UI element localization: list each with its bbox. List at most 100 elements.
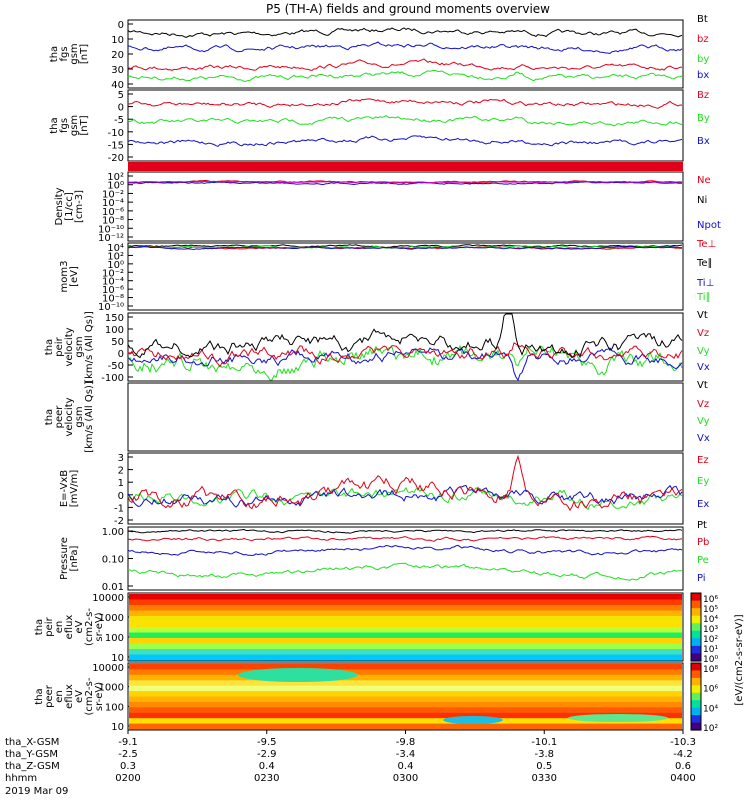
x-tick-label: 0330: [532, 773, 557, 784]
colorbar-segment: [691, 663, 701, 671]
spectrogram-band: [129, 680, 682, 687]
colorbar-segment: [691, 593, 701, 602]
spectrogram-band: [129, 654, 682, 661]
legend-Vx: Vx: [697, 362, 710, 373]
y-axis-label: tha: [34, 688, 45, 704]
x-tick-label: 0.6: [675, 761, 691, 772]
panel-8: 1.00 0.10 0.01 Pressure [nPa] Pt Pb Pe Pi: [59, 520, 709, 593]
y-axis-label: gsm: [74, 406, 85, 427]
y-tick-label: 10⁻⁴: [102, 277, 124, 288]
spectrogram-feature: [443, 716, 503, 724]
y-axis-label: en: [54, 621, 65, 634]
series-line: [127, 342, 683, 368]
legend-Ne: Ne: [697, 175, 711, 186]
spectrogram-band: [129, 685, 682, 692]
legend-By: By: [697, 113, 710, 124]
legend-Te∥: Te∥: [696, 258, 713, 269]
date-label: 2019 Mar 09: [5, 786, 68, 797]
colorbar-segment: [691, 653, 701, 662]
y-tick-label: 10: [111, 653, 124, 664]
spectrogram-band: [129, 599, 682, 606]
y-axis-label: [mV/m]: [69, 470, 80, 508]
y-tick-label: -50: [108, 361, 124, 372]
spectrogram-band: [129, 616, 682, 623]
colorbar-frame: [690, 662, 702, 731]
y-tick-label: 0: [118, 103, 124, 114]
y-axis-label: mom3: [59, 261, 70, 293]
x-axis-row-label: tha_Z-GSM: [5, 761, 60, 772]
y-axis-label: eflux: [64, 684, 75, 709]
y-axis-label: gsm: [69, 115, 80, 136]
y-axis-label: E=-VxB: [59, 470, 70, 507]
y-axis-label: [km/s (All Qs)]: [84, 381, 95, 453]
y-axis-label: peer: [44, 684, 55, 708]
y-axis-label: peer: [54, 405, 65, 429]
colorbar-tick: 10²: [703, 635, 718, 645]
panel-frame: [127, 452, 684, 525]
y-tick-label: 30: [111, 65, 124, 76]
y-axis-label: eV: [74, 620, 85, 633]
y-tick-label: 100: [105, 325, 124, 336]
colorbar-tick: 10²: [703, 724, 718, 734]
y-tick-label: 10⁴: [107, 243, 124, 254]
figure-title: P5 (TH-A) fields and ground moments over…: [266, 2, 550, 16]
y-tick-label: 1: [118, 478, 124, 489]
y-axis-label: [km/s (All Qs)]: [84, 311, 95, 383]
y-tick-label: 10⁻²: [102, 268, 124, 279]
y-tick-label: 40: [111, 80, 124, 91]
spectrogram-band: [129, 723, 682, 730]
series-line: [127, 245, 683, 251]
colorbar-tick: 10³: [703, 625, 718, 635]
legend-Ti∥: Ti∥: [696, 292, 711, 303]
legend-Ni: Ni: [697, 195, 707, 206]
y-tick-label: -100: [101, 373, 124, 384]
spectrogram-band: [129, 610, 682, 617]
x-axis-row-label: hhmm: [5, 773, 37, 784]
y-axis-label: fgs: [59, 46, 70, 61]
x-tick-label: -9.1: [118, 737, 138, 748]
colorbar-tick: 10⁴: [703, 704, 718, 714]
spectrogram-band: [129, 627, 682, 634]
y-axis-label: gsm: [74, 336, 85, 357]
y-tick-label: 50: [111, 337, 124, 348]
y-tick-label: 10⁻⁸: [102, 216, 124, 227]
colorbar-tick: 10⁵: [703, 605, 718, 615]
panel-6: tha peer velocity gsm [km/s (All Qs)] Vt Vz Vy V…: [44, 380, 710, 453]
colorbar-segment: [691, 645, 701, 655]
series-line: [127, 347, 683, 382]
panel-frame: [127, 89, 684, 162]
spectrogram-band: [129, 605, 682, 612]
legend-Pb: Pb: [697, 537, 709, 548]
legend-Ex: Ex: [697, 499, 709, 510]
y-axis-label: [nT]: [79, 115, 90, 135]
y-axis-label: Density: [54, 187, 65, 225]
colorbar-tick: 10⁰: [703, 655, 718, 665]
y-axis-label: [cm-3]: [74, 190, 85, 223]
colorbar-tick: 10⁶: [703, 685, 718, 695]
legend-bz: bz: [697, 34, 709, 45]
y-tick-label: -15: [108, 140, 124, 151]
legend-Vt: Vt: [697, 380, 708, 391]
spectrogram-band: [129, 649, 682, 656]
colorbar-segment: [691, 608, 701, 617]
colorbar-frame: [690, 592, 702, 662]
panel-7: 3 21 0-1 -2 E=-VxB [mV/m] Ez Ey Ex: [59, 452, 709, 527]
colorbar-tick: 10⁸: [703, 665, 718, 675]
legend-Pt: Pt: [697, 520, 707, 531]
legend-Ey: Ey: [697, 476, 709, 487]
y-tick-label: 20: [111, 50, 124, 61]
legend-Vz: Vz: [697, 399, 709, 410]
colorbar-segment: [691, 700, 701, 709]
series-line: [127, 98, 683, 109]
legend-Vy: Vy: [697, 346, 710, 357]
y-tick-label: -5: [114, 115, 124, 126]
colorbar-segment: [691, 692, 701, 701]
y-axis-label: peir: [44, 616, 55, 636]
x-axis-labels: tha_X-GSM -9.1 -9.5 -9.8 -10.1 -10.3 tha_Y-GSM…: [5, 730, 696, 797]
legend-Vz: Vz: [697, 328, 709, 339]
legend-Bx: Bx: [697, 136, 710, 147]
series-line: [127, 58, 683, 72]
y-tick-label: 0.10: [102, 555, 124, 566]
